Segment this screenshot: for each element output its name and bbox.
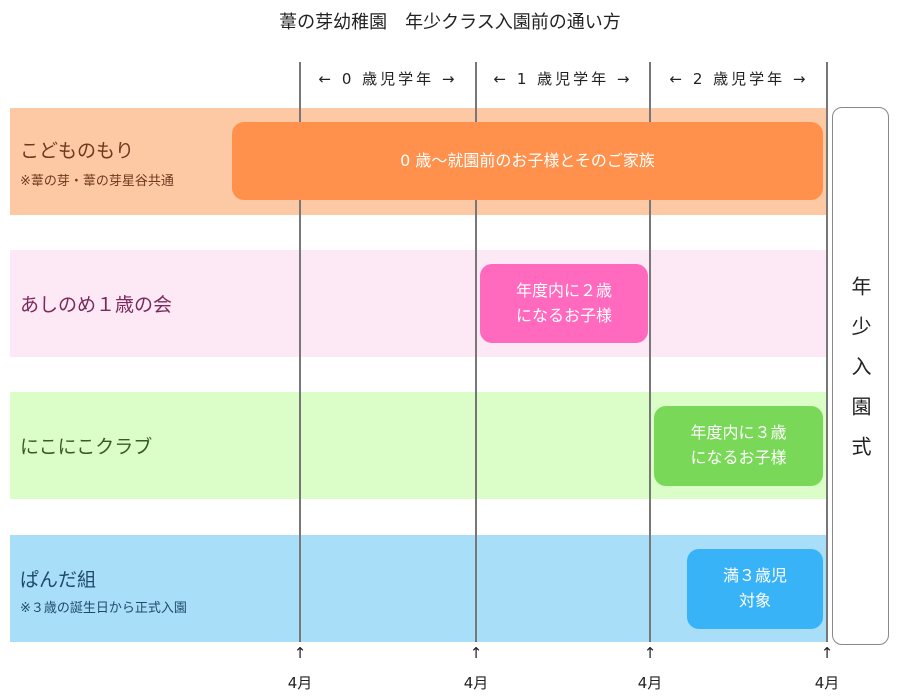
period-box-kodomonomori: 0 歳〜就園前のお子様とそのご家族 <box>232 122 823 200</box>
row-note: ※３歳の誕生日から正式入園 <box>20 601 187 616</box>
entrance-ceremony-box: 年少入園式 <box>832 107 889 645</box>
month-label: 4月 <box>463 674 489 692</box>
period-label: ← 1 歳児学年 → <box>480 68 646 89</box>
up-arrow-icon: ↑ <box>820 644 834 662</box>
up-arrow-icon: ↑ <box>643 644 657 662</box>
month-label: 4月 <box>287 674 313 692</box>
april-line <box>826 62 828 642</box>
row-note: ※葦の芽・葦の芽星谷共通 <box>20 174 174 189</box>
row-label: にこにこクラブ <box>20 436 153 458</box>
up-arrow-icon: ↑ <box>293 644 307 662</box>
row-ashinome: あしのめ１歳の会 <box>10 250 827 357</box>
diagram-title: 葦の芽幼稚園 年少クラス入園前の通い方 <box>279 12 621 33</box>
period-label: ← 2 歳児学年 → <box>654 68 824 89</box>
entrance-ceremony-label: 年少入園式 <box>848 276 872 476</box>
april-line <box>299 62 301 642</box>
period-box-panda: 満３歳児 対象 <box>687 549 823 629</box>
april-line <box>649 62 651 642</box>
period-box-ashinome: 年度内に２歳 になるお子様 <box>480 264 648 343</box>
month-label: 4月 <box>637 674 663 692</box>
period-label: ← 0 歳児学年 → <box>304 68 472 89</box>
period-box-nikoniko: 年度内に３歳 になるお子様 <box>654 406 823 486</box>
month-label: 4月 <box>814 674 840 692</box>
up-arrow-icon: ↑ <box>469 644 483 662</box>
row-label: ぱんだ組 <box>20 569 97 591</box>
row-label: あしのめ１歳の会 <box>20 294 173 316</box>
row-label: こどものもり <box>20 140 135 162</box>
april-line <box>475 62 477 642</box>
